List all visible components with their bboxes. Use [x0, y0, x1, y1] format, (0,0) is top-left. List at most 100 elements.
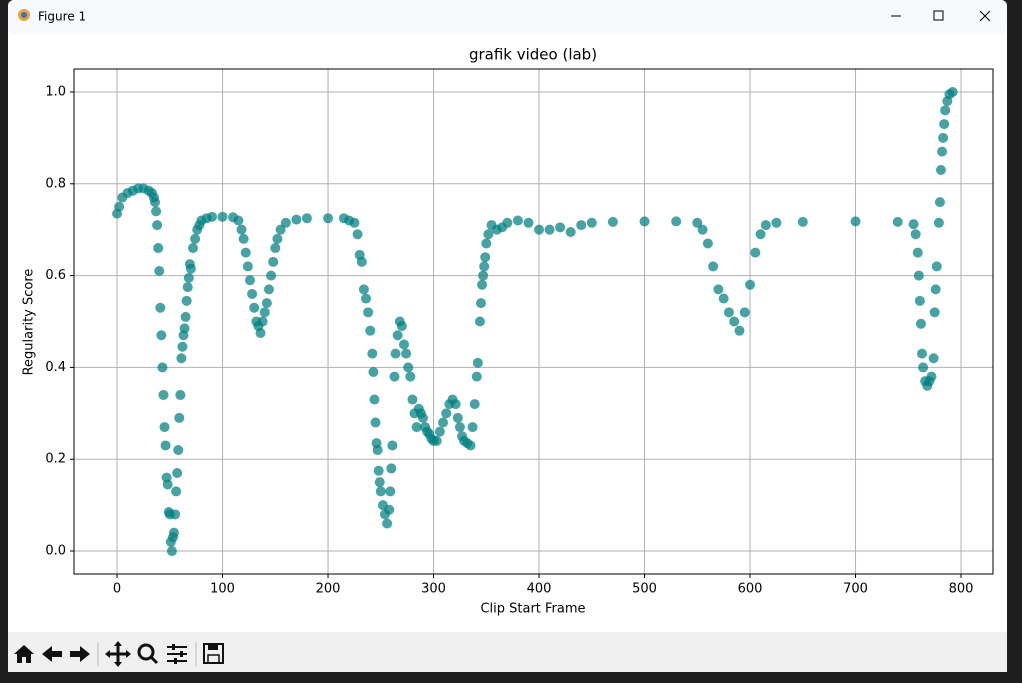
point	[441, 408, 452, 419]
point	[481, 238, 492, 249]
point	[417, 412, 428, 423]
point	[729, 316, 740, 327]
point	[454, 422, 465, 433]
point	[502, 217, 513, 228]
point	[607, 216, 618, 227]
point	[523, 217, 534, 228]
point	[206, 211, 217, 222]
point	[940, 105, 951, 116]
point	[363, 307, 374, 318]
point	[182, 282, 193, 293]
point	[323, 213, 334, 224]
point	[928, 353, 939, 364]
axes-frame	[73, 68, 994, 575]
point	[162, 479, 173, 490]
point	[474, 316, 485, 327]
point	[912, 247, 923, 258]
chart-title: grafik video (lab)	[469, 46, 597, 64]
point	[261, 298, 272, 309]
title-bar	[8, 0, 1007, 34]
point	[263, 284, 274, 295]
point	[387, 440, 398, 451]
x-tick-label: 300	[421, 582, 446, 597]
point	[154, 266, 165, 276]
point	[386, 463, 397, 474]
back-button[interactable]	[42, 646, 62, 662]
point	[390, 348, 401, 359]
point	[361, 293, 372, 304]
point	[372, 445, 383, 456]
forward-button[interactable]	[70, 646, 90, 662]
zoom-button[interactable]	[137, 643, 159, 665]
point	[169, 527, 180, 538]
point	[375, 486, 386, 497]
y-tick-label: 1.0	[45, 84, 66, 99]
point	[465, 440, 476, 451]
toolbar	[8, 632, 1007, 672]
point	[702, 238, 713, 249]
y-tick-label: 0.4	[45, 360, 66, 375]
point	[555, 222, 566, 233]
point	[236, 224, 247, 235]
point	[270, 243, 281, 254]
point	[479, 261, 490, 272]
point	[755, 229, 766, 240]
point	[760, 220, 771, 231]
point	[938, 132, 949, 143]
point	[697, 224, 708, 235]
maximize-button[interactable]	[933, 10, 944, 21]
point	[935, 165, 946, 175]
point	[159, 422, 170, 433]
point	[171, 486, 182, 497]
point	[403, 362, 414, 373]
point	[407, 394, 418, 405]
point	[349, 217, 360, 228]
window-title: Figure 1	[38, 10, 86, 24]
save-button[interactable]	[203, 643, 224, 664]
point	[275, 224, 286, 235]
point	[156, 330, 167, 341]
point	[931, 261, 942, 272]
point	[708, 261, 719, 272]
home-button[interactable]	[14, 645, 34, 663]
point	[639, 216, 650, 227]
point	[183, 272, 194, 283]
point	[356, 256, 367, 267]
point	[152, 220, 163, 231]
point	[179, 323, 190, 334]
point	[431, 435, 442, 446]
close-button[interactable]	[979, 10, 991, 22]
point	[914, 295, 925, 306]
point	[671, 216, 682, 227]
point	[438, 417, 449, 428]
y-tick-label: 0.8	[45, 176, 66, 191]
point	[155, 302, 166, 313]
point	[576, 220, 587, 231]
point	[916, 348, 927, 359]
point	[478, 270, 489, 281]
point	[160, 440, 171, 451]
point	[392, 330, 403, 341]
point	[797, 216, 808, 227]
point	[382, 518, 393, 529]
point	[933, 217, 944, 228]
point	[368, 367, 379, 377]
point	[723, 307, 734, 318]
point	[926, 371, 937, 382]
x-tick-label: 0	[113, 582, 121, 597]
point	[929, 307, 940, 318]
x-tick-label: 600	[738, 582, 763, 597]
pan-button[interactable]	[105, 641, 131, 667]
point	[472, 357, 483, 368]
plot: 0 100 200 300 400 500 600 700 800 0.0 0.2 0.4 0.6 0.8…	[45, 69, 993, 597]
point	[483, 229, 494, 240]
point	[739, 307, 750, 318]
point	[190, 233, 201, 244]
window	[8, 0, 1007, 672]
point	[373, 465, 384, 476]
point	[939, 119, 950, 130]
point	[180, 311, 191, 322]
configure-button[interactable]	[167, 644, 187, 664]
point	[172, 468, 183, 478]
point	[745, 279, 756, 290]
